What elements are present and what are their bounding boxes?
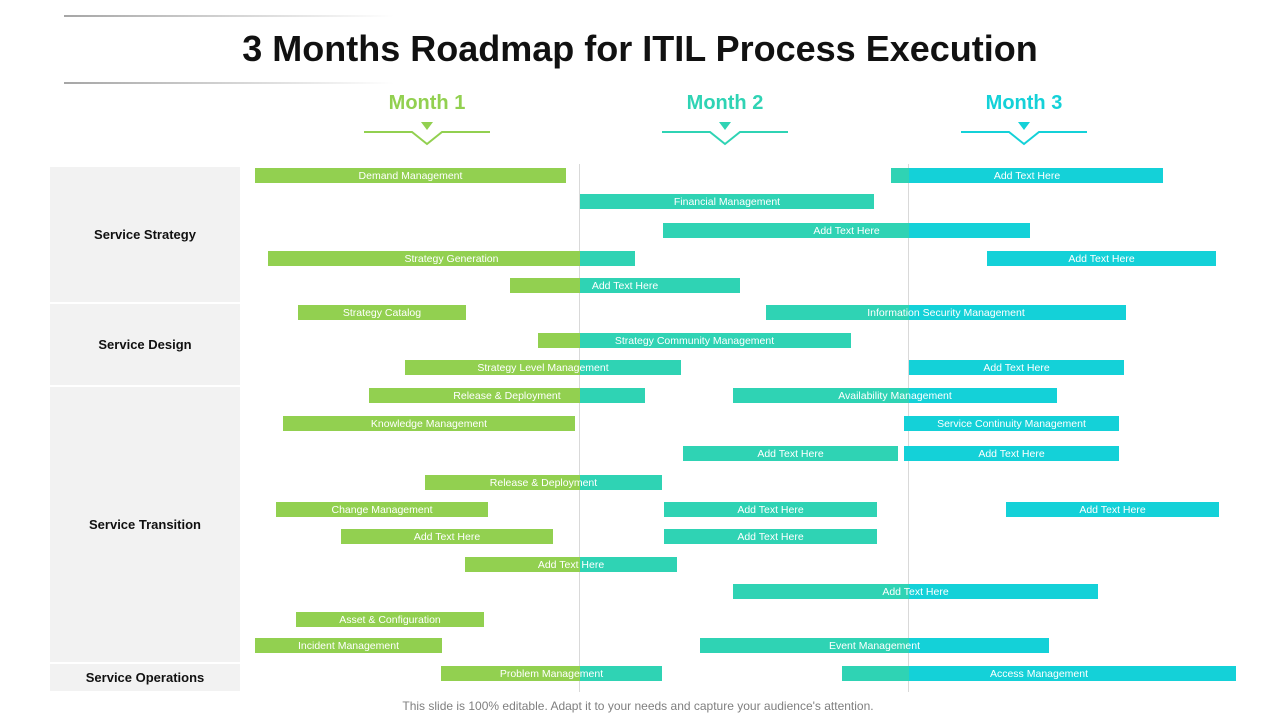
category-service-operations: Service Operations (50, 664, 240, 691)
task-bar: Add Text Here (663, 223, 1030, 238)
month-3-marker-icon (959, 118, 1089, 146)
task-bar: Demand Management (255, 168, 566, 183)
task-bar: Availability Management (733, 388, 1057, 403)
month-1-marker-icon (362, 118, 492, 146)
task-bar: Knowledge Management (283, 416, 575, 431)
task-bar: Add Text Here (664, 529, 877, 544)
month-2-marker-icon (660, 118, 790, 146)
title-top-rule (64, 15, 394, 17)
category-service-transition: Service Transition (50, 387, 240, 662)
category-service-strategy: Service Strategy (50, 167, 240, 302)
task-bar: Incident Management (255, 638, 442, 653)
task-bar: Add Text Here (341, 529, 553, 544)
task-bar: Add Text Here (1006, 502, 1219, 517)
task-bar: Add Text Here (904, 446, 1119, 461)
month-3-label: Month 3 (985, 92, 1063, 114)
category-service-design: Service Design (50, 304, 240, 385)
month-1-label: Month 1 (388, 92, 466, 114)
task-bar: Asset & Configuration (296, 612, 484, 627)
title-bottom-rule (64, 82, 394, 84)
task-bar: Add Text Here (909, 360, 1124, 375)
task-bar: Access Management (842, 666, 1236, 681)
task-bar: Add Text Here (664, 502, 877, 517)
task-bar: Problem Management (441, 666, 662, 681)
page-title: 3 Months Roadmap for ITIL Process Execut… (242, 28, 1038, 69)
task-bar: Add Text Here (987, 251, 1216, 266)
task-bar: Information Security Management (766, 305, 1126, 320)
task-bar: Add Text Here (733, 584, 1098, 599)
task-bar: Strategy Level Management (405, 360, 681, 375)
task-bar: Financial Management (580, 194, 874, 209)
task-bar: Add Text Here (683, 446, 898, 461)
task-bar: Event Management (700, 638, 1049, 653)
task-bar: Add Text Here (465, 557, 677, 572)
month-1-2-divider (579, 164, 580, 692)
task-bar: Change Management (276, 502, 488, 517)
footer-note: This slide is 100% editable. Adapt it to… (402, 699, 874, 713)
task-bar: Strategy Catalog (298, 305, 466, 320)
task-bar: Release & Deployment (425, 475, 662, 490)
task-bar: Strategy Generation (268, 251, 635, 266)
task-bar: Service Continuity Management (904, 416, 1119, 431)
task-bar: Add Text Here (891, 168, 1163, 183)
task-bar: Release & Deployment (369, 388, 645, 403)
task-bar: Strategy Community Management (538, 333, 851, 348)
month-2-label: Month 2 (686, 92, 764, 114)
task-bar: Add Text Here (510, 278, 740, 293)
